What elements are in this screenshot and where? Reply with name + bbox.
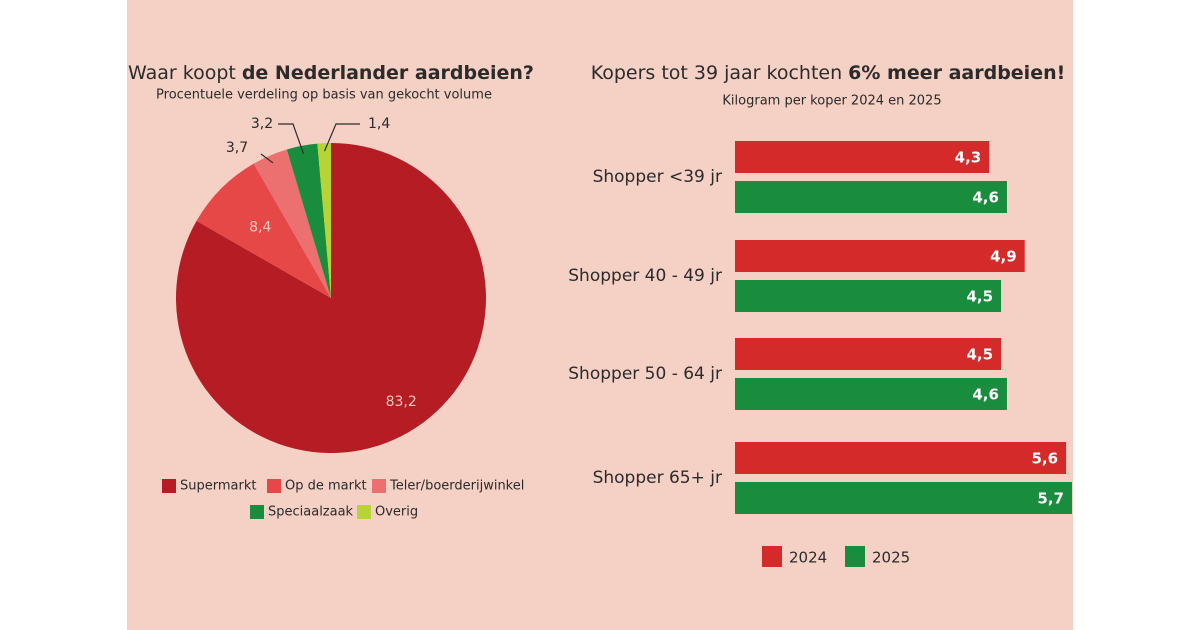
legend-label: Op de markt [285, 479, 367, 494]
category-label: Shopper 40 - 49 jr [568, 266, 722, 286]
pie-slice [317, 143, 331, 298]
bar [735, 442, 1067, 474]
bar-title-part: 6% meer aardbeien! [848, 62, 1065, 84]
pie-slice [253, 149, 331, 298]
bar-title-part: Kopers tot 39 jaar kochten [591, 62, 842, 84]
bar-value-label: 4,5 [966, 288, 993, 306]
pie-subtitle: Procentuele verdeling op basis van gekoc… [156, 88, 492, 103]
bar [735, 280, 1002, 312]
category-label: Shopper 50 - 64 jr [568, 364, 722, 384]
bar [735, 240, 1025, 272]
bar-title: Kopers tot 39 jaar kochten 6% meer aardbe… [591, 62, 1066, 84]
slice-label: 8,4 [249, 219, 271, 235]
bar-value-label: 4,5 [966, 346, 993, 364]
slice-label: 3,2 [251, 116, 273, 132]
bar [735, 141, 990, 173]
legend-label: Supermarkt [180, 479, 256, 494]
bar [735, 338, 1002, 370]
category-label: Shopper <39 jr [593, 167, 722, 187]
legend-label: Speciaalzaak [268, 505, 354, 520]
legend-label: Overig [375, 505, 418, 520]
pie-title-part: Waar koopt [128, 62, 236, 84]
legend-swatch [162, 479, 176, 493]
legend-swatch [845, 546, 865, 567]
leader-line [323, 123, 360, 152]
bar-value-label: 4,3 [955, 149, 982, 167]
legend-swatch [267, 479, 281, 493]
bar-subtitle: Kilogram per koper 2024 en 2025 [722, 94, 941, 109]
slice-label: 3,7 [226, 140, 248, 156]
legend-swatch [762, 546, 782, 567]
bar [735, 181, 1007, 213]
pie-slice [286, 143, 331, 298]
legend-swatch [372, 479, 386, 493]
bar-value-label: 4,6 [972, 386, 999, 404]
legend-label: Teler/boerderijwinkel [389, 479, 524, 494]
pie-slice [196, 163, 331, 298]
bar-value-label: 5,7 [1037, 490, 1064, 508]
legend-label: 2024 [789, 549, 827, 567]
legend-swatch [250, 505, 264, 519]
legend-swatch [357, 505, 371, 519]
pie-title-part: de Nederlander aardbeien? [242, 62, 534, 84]
bar [735, 378, 1007, 410]
bar-value-label: 4,6 [972, 189, 999, 207]
bar [735, 482, 1072, 514]
leader-line [278, 123, 304, 154]
bar-value-label: 5,6 [1032, 450, 1059, 468]
slice-label: 83,2 [386, 394, 417, 410]
bar-value-label: 4,9 [990, 248, 1017, 266]
pie-title: Waar koopt de Nederlander aardbeien? [128, 62, 534, 84]
category-label: Shopper 65+ jr [593, 468, 722, 488]
leader-line [260, 153, 274, 164]
legend-label: 2025 [872, 549, 910, 567]
slice-label: 1,4 [368, 116, 390, 132]
